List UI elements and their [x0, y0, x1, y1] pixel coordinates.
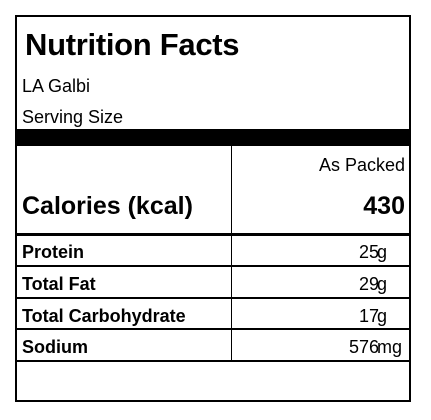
nutrient-name-protein: Protein — [22, 242, 85, 262]
nutrient-unit-protein: g — [377, 242, 388, 262]
nutrition-facts-title: Nutrition Facts — [25, 27, 240, 62]
nutrient-name-total-fat: Total Fat — [22, 274, 96, 294]
nutrient-amount-sodium: 576 — [348, 337, 379, 357]
row-divider — [17, 328, 409, 330]
nutrient-amount-total-fat: 29 — [358, 274, 379, 294]
calories-value: 430 — [363, 192, 405, 220]
nutrient-amount-protein: 25 — [358, 242, 379, 262]
column-header: As Packed — [318, 155, 405, 175]
nutrient-name-total-carbohydrate: Total Carbohydrate — [22, 306, 186, 326]
nutrient-name-sodium: Sodium — [22, 337, 88, 357]
nutrient-unit-total-fat: g — [377, 274, 388, 294]
nutrient-amount-total-carbohydrate: 17 — [358, 306, 379, 326]
product-name: LA Galbi — [22, 76, 91, 96]
nutrient-unit-sodium: mg — [377, 337, 403, 357]
calories-divider — [17, 233, 409, 236]
row-divider — [17, 297, 409, 299]
serving-size-label: Serving Size — [22, 107, 124, 127]
row-divider — [17, 265, 409, 267]
bottom-divider — [17, 360, 409, 362]
column-divider — [231, 146, 232, 360]
nutrient-unit-total-carbohydrate: g — [377, 306, 388, 326]
thick-divider — [17, 129, 409, 146]
calories-label: Calories (kcal) — [22, 192, 193, 220]
nutrition-facts-panel: Nutrition Facts LA Galbi Serving Size As… — [15, 15, 411, 402]
